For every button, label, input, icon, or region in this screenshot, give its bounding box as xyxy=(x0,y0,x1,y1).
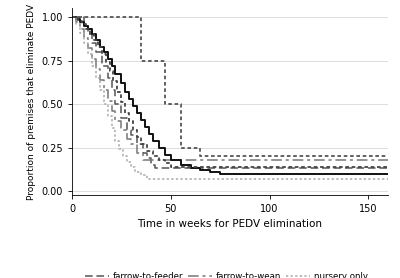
X-axis label: Time in weeks for PEDV elimination: Time in weeks for PEDV elimination xyxy=(138,219,322,229)
Legend: farrow-to-feeder, farrow-to-finish, farrow-to-wean, finish only, nursery only, w: farrow-to-feeder, farrow-to-finish, farr… xyxy=(85,272,375,278)
Y-axis label: Proportion of premises that eliminate PEDV: Proportion of premises that eliminate PE… xyxy=(27,3,36,200)
